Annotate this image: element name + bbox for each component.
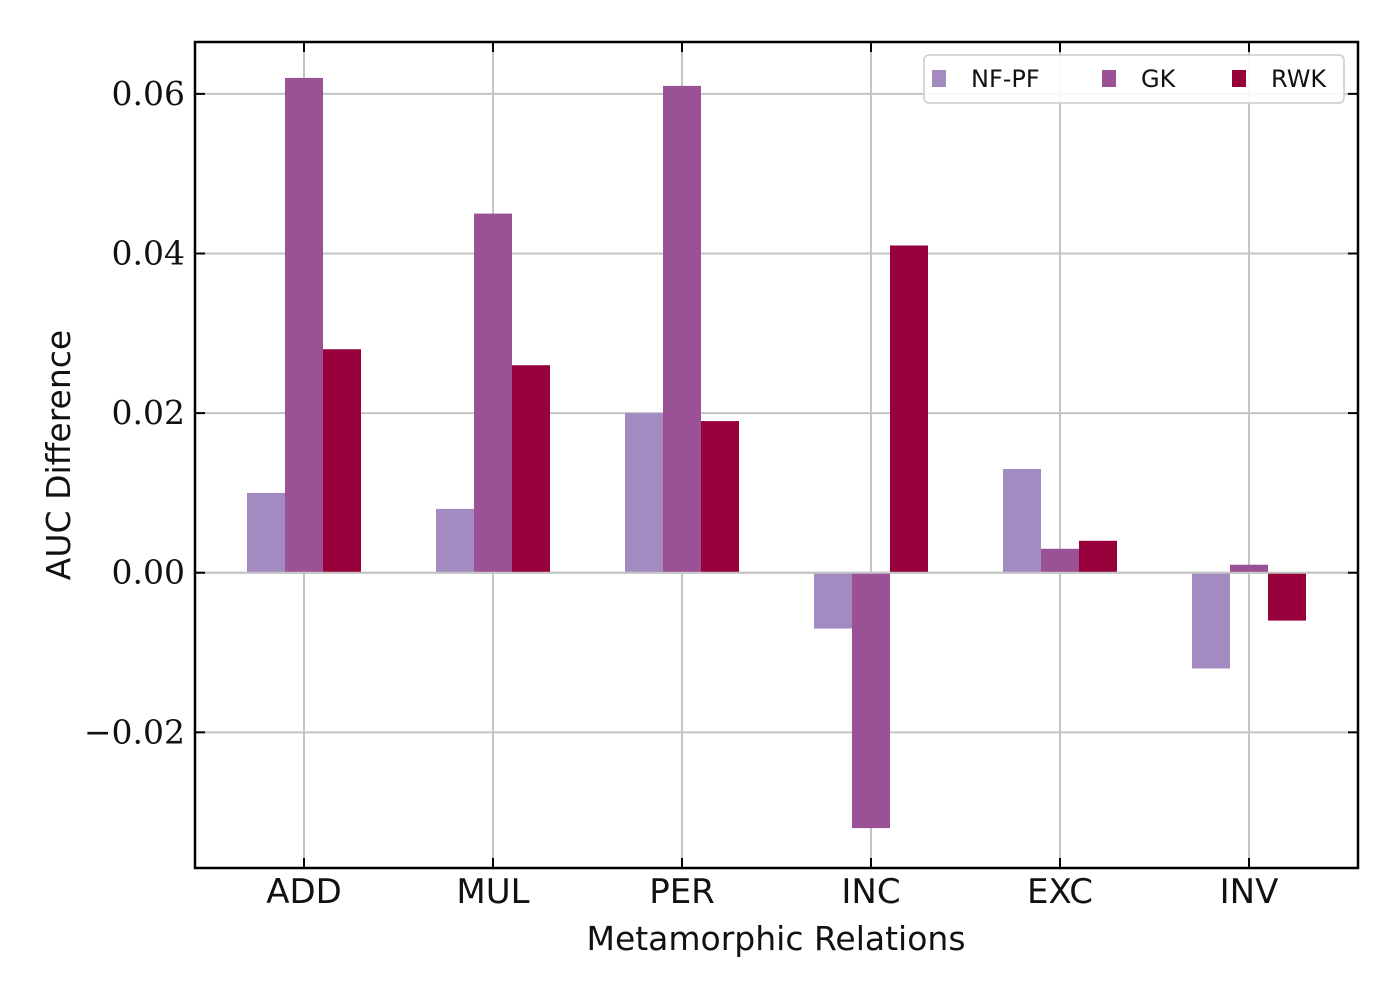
bar-gk-mul bbox=[474, 213, 512, 573]
bar-nf-pf-per bbox=[625, 413, 663, 573]
legend-label: GK bbox=[1141, 65, 1177, 93]
y-tick-labels: −0.02 0.00 0.02 0.04 0.06 bbox=[84, 74, 185, 751]
bar-nf-pf-exc bbox=[1003, 468, 1041, 573]
bar-nf-pf-add bbox=[247, 492, 285, 573]
bar-gk-per bbox=[663, 85, 701, 573]
y-axis-label: AUC Difference bbox=[39, 330, 78, 580]
y-tick-label: 0.02 bbox=[112, 393, 185, 432]
x-tick-label: EXC bbox=[1027, 872, 1093, 912]
legend-label: NF-PF bbox=[971, 65, 1040, 93]
x-tick-label: PER bbox=[649, 872, 715, 912]
bar-nf-pf-inv bbox=[1192, 572, 1230, 669]
bar-gk-exc bbox=[1041, 548, 1079, 573]
y-tick-label: 0.00 bbox=[112, 553, 185, 592]
x-tick-label: ADD bbox=[266, 872, 342, 912]
legend-label: RWK bbox=[1271, 65, 1327, 93]
ticks-layer bbox=[195, 42, 1358, 868]
legend-swatch bbox=[932, 70, 946, 87]
bar-rwk-inv bbox=[1268, 572, 1306, 621]
x-axis-label: Metamorphic Relations bbox=[586, 919, 965, 958]
x-tick-label: MUL bbox=[456, 872, 529, 912]
bar-gk-inc bbox=[852, 572, 890, 829]
y-tick-label: 0.04 bbox=[112, 233, 185, 272]
plot-frame bbox=[193, 40, 1360, 870]
legend-frame bbox=[923, 54, 1345, 104]
x-tick-labels: ADD MUL PER INC EXC INV bbox=[266, 872, 1278, 912]
bar-nf-pf-inc bbox=[814, 572, 852, 629]
bar-rwk-mul bbox=[512, 365, 550, 573]
bar-gk-inv bbox=[1230, 564, 1268, 573]
bar-rwk-per bbox=[701, 421, 739, 573]
y-tick-label: −0.02 bbox=[84, 712, 185, 751]
bar-gk-add bbox=[285, 77, 323, 573]
bars-layer bbox=[247, 77, 1306, 829]
legend: NF-PF GK RWK bbox=[923, 54, 1345, 104]
legend-swatch bbox=[1232, 70, 1246, 87]
x-tick-label: INC bbox=[841, 872, 900, 912]
bar-rwk-exc bbox=[1079, 540, 1117, 573]
bar-rwk-inc bbox=[890, 245, 928, 573]
y-tick-label: 0.06 bbox=[112, 74, 185, 113]
bar-nf-pf-mul bbox=[436, 508, 474, 573]
grid-layer bbox=[195, 42, 1358, 868]
legend-items: NF-PF GK RWK bbox=[932, 65, 1327, 93]
x-tick-label: INV bbox=[1220, 872, 1279, 912]
legend-swatch bbox=[1102, 70, 1116, 87]
bar-rwk-add bbox=[323, 349, 361, 573]
